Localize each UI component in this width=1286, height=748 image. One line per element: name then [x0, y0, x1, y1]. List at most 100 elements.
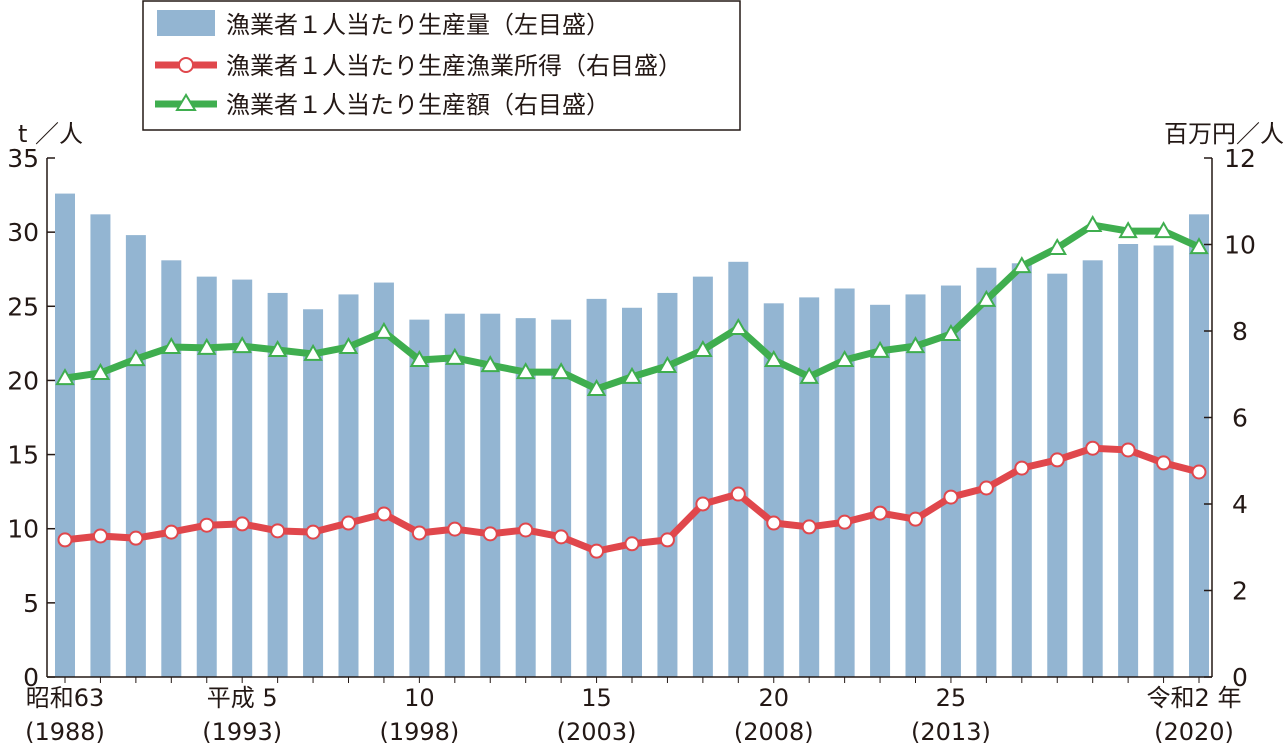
bar-2011: [870, 304, 891, 677]
bar-2000: [480, 313, 501, 677]
left-tick-label: 20: [7, 366, 39, 395]
bar-1996: [338, 294, 359, 677]
x-tick-year: (1988): [25, 718, 105, 746]
bar-2014: [976, 267, 997, 677]
x-tick-label: 15: [581, 684, 612, 712]
income-point-2002: [553, 529, 569, 545]
value-point-2005: [657, 356, 678, 374]
value-point-2009: [799, 366, 819, 384]
bar-2003: [586, 298, 607, 677]
value-point-1988: [55, 368, 75, 386]
value-point-2008: [764, 349, 784, 367]
bar-2001: [515, 318, 536, 677]
bar-2005: [657, 292, 678, 677]
bar-2006: [692, 276, 713, 677]
value-point-2006: [693, 340, 713, 358]
bar-1991: [161, 260, 182, 677]
income-point-2011: [872, 505, 888, 521]
bar-1998: [409, 319, 430, 677]
right-tick-label: 12: [1224, 144, 1256, 173]
value-point-1989: [90, 362, 111, 380]
income-point-1988: [57, 532, 73, 548]
value-point-1991: [161, 336, 182, 355]
value-point-2011: [870, 340, 890, 358]
right-tick-label: 0: [1232, 663, 1248, 692]
value-point-2013: [941, 324, 961, 342]
value-point-2017: [1082, 215, 1103, 233]
value-point-1993: [232, 336, 252, 354]
bar-2017: [1082, 260, 1103, 677]
income-point-2016: [1049, 452, 1065, 468]
bar-2020: [1189, 214, 1209, 677]
value-point-2014: [976, 289, 997, 307]
value-point-2015: [1012, 256, 1032, 274]
bar-1997: [373, 282, 394, 677]
bar-1999: [444, 313, 465, 677]
income-point-2001: [518, 522, 534, 538]
left-tick-label: 25: [7, 292, 39, 321]
legend-swatch-bar: [157, 10, 215, 36]
left-tick-label: 10: [7, 515, 39, 544]
x-tick-year: (1998): [379, 718, 459, 746]
x-tick-label: 昭和63: [26, 684, 105, 712]
bar-2009: [799, 297, 820, 677]
income-point-2020: [1191, 464, 1207, 480]
legend-label-income: 漁業者１人当たり生産漁業所得（右目盛）: [226, 52, 682, 80]
bar-2002: [551, 319, 572, 677]
income-point-2000: [482, 526, 498, 542]
left-tick-label: 15: [7, 441, 39, 470]
left-tick-label: 0: [23, 663, 39, 692]
bar-1993: [232, 279, 253, 677]
value-point-1992: [197, 337, 217, 355]
right-tick-label: 10: [1224, 231, 1256, 260]
bar-2016: [1047, 273, 1068, 677]
income-point-1996: [341, 515, 356, 531]
income-point-1989: [92, 528, 108, 544]
bar-2007: [728, 261, 749, 677]
x-tick-year: (2003): [557, 718, 637, 746]
income-point-2018: [1120, 442, 1136, 458]
income-point-2017: [1085, 440, 1101, 456]
left-axis-unit: t ／人: [18, 120, 83, 148]
value-point-2000: [480, 355, 500, 373]
income-point-2006: [695, 496, 711, 512]
income-point-2013: [943, 489, 959, 505]
x-tick-year: (2008): [734, 718, 814, 746]
value-point-2016: [1047, 237, 1067, 255]
bar-2012: [905, 294, 926, 677]
right-tick-label: 2: [1232, 577, 1248, 606]
bar-2018: [1118, 244, 1139, 677]
bar-1995: [303, 309, 324, 677]
income-point-2015: [1014, 460, 1030, 476]
income-point-1999: [447, 521, 463, 537]
bar-1988: [55, 193, 75, 678]
right-axis-unit: 百万円／人: [1164, 120, 1284, 148]
value-point-2020: [1189, 237, 1209, 255]
income-point-2010: [837, 514, 853, 530]
income-point-1992: [199, 517, 215, 533]
x-tick-label: 平成 5: [207, 684, 278, 712]
income-point-2008: [766, 515, 782, 531]
bar-2008: [763, 303, 784, 677]
income-point-1991: [163, 524, 179, 540]
value-point-1999: [445, 347, 465, 365]
x-tick-label: 25: [936, 684, 967, 712]
right-tick-label: 8: [1232, 317, 1248, 346]
value-point-2003: [586, 378, 607, 396]
legend-triangle-icon: [175, 93, 197, 111]
income-point-1990: [128, 530, 144, 546]
legend-label-bar: 漁業者１人当たり生産量（左目盛）: [226, 11, 610, 39]
legend-label-value: 漁業者１人当たり生産額（右目盛）: [226, 91, 610, 119]
value-point-2002: [551, 362, 571, 380]
income-point-2007: [730, 486, 746, 502]
x-tick-label: 令和2 年: [1147, 684, 1242, 712]
bar-2013: [940, 285, 961, 677]
left-tick-label: 5: [23, 589, 39, 618]
x-tick-year: (1993): [202, 718, 282, 746]
value-point-1998: [409, 349, 430, 367]
income-point-2003: [589, 543, 605, 559]
x-tick-label: 20: [758, 684, 789, 712]
value-point-2004: [622, 366, 642, 384]
